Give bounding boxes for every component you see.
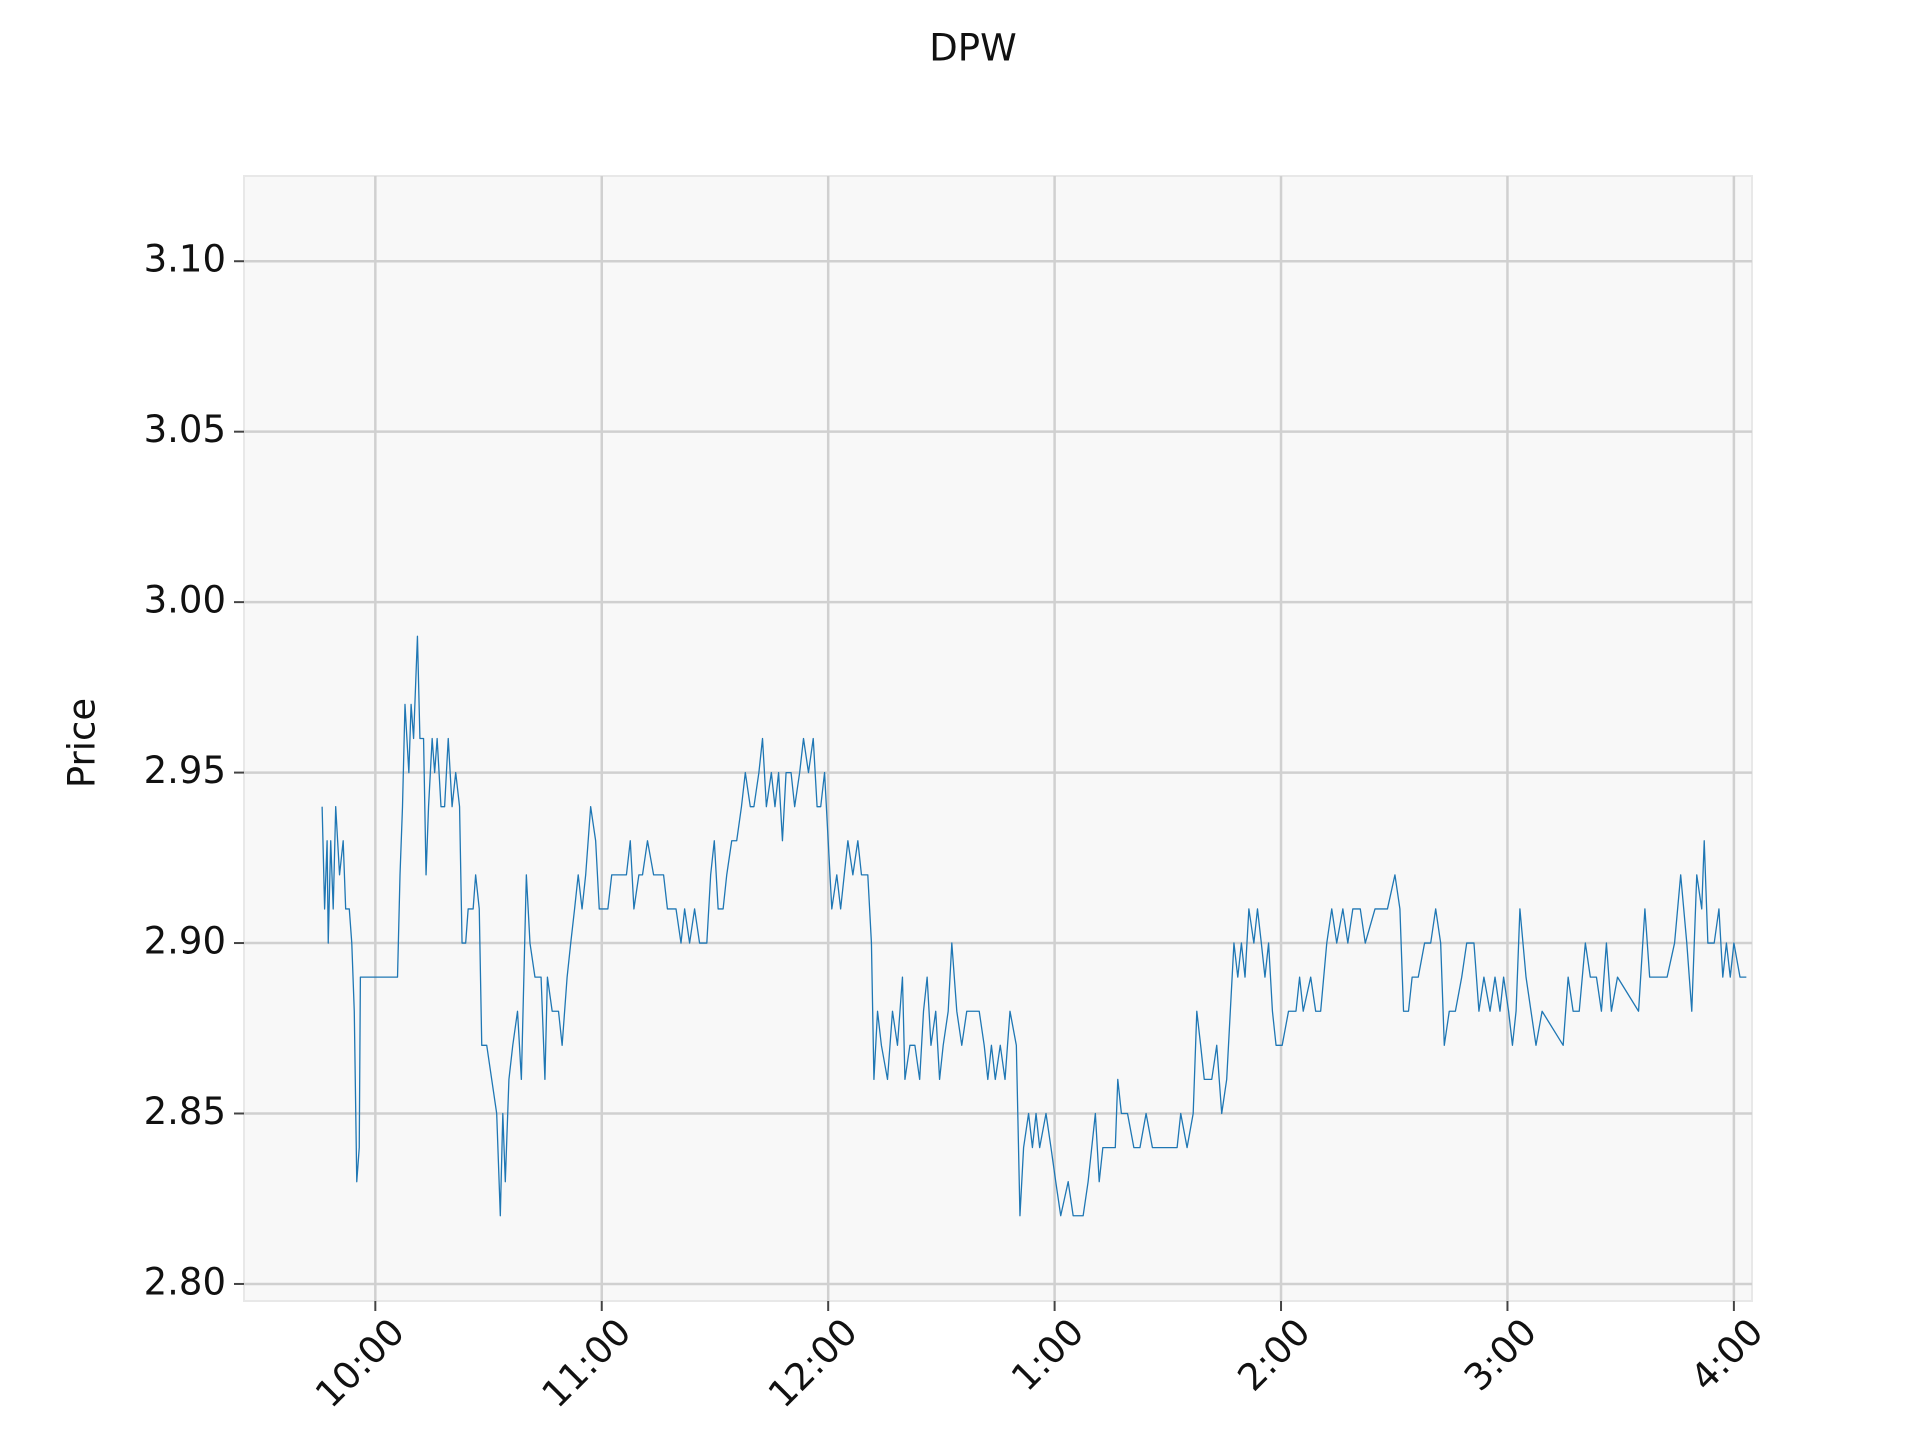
y-tick-label: 2.90 <box>144 920 226 963</box>
y-tick-label: 3.10 <box>144 238 226 281</box>
x-tick-label: 12:00 <box>760 1310 866 1416</box>
y-tick-label: 2.85 <box>144 1090 226 1133</box>
plot-area <box>243 175 1753 1302</box>
x-tick-label: 10:00 <box>307 1310 413 1416</box>
y-tick-label: 3.00 <box>144 579 226 622</box>
x-tick-label: 1:00 <box>1003 1310 1092 1399</box>
y-tick-label: 3.05 <box>144 408 226 451</box>
y-tick-label: 2.95 <box>144 749 226 792</box>
chart-title: DPW <box>929 27 1016 70</box>
x-tick-label: 11:00 <box>534 1310 640 1416</box>
x-tick-label: 3:00 <box>1456 1310 1545 1399</box>
y-tick-label: 2.80 <box>144 1260 226 1303</box>
y-axis-label: Price <box>61 698 104 788</box>
x-tick-label: 2:00 <box>1229 1310 1318 1399</box>
price-line <box>321 635 1747 1217</box>
x-tick-label: 4:00 <box>1682 1310 1771 1399</box>
